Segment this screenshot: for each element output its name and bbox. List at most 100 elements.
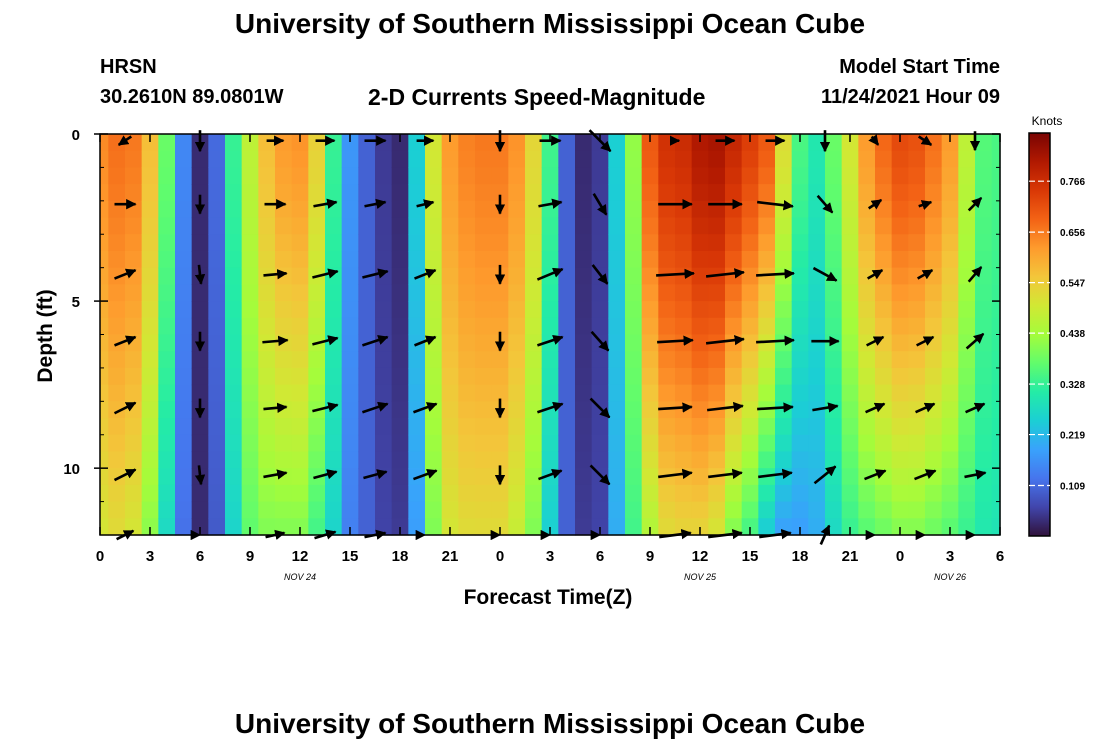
- heatmap-cell: [125, 250, 143, 269]
- heatmap-cell: [775, 501, 793, 519]
- heatmap-cell: [591, 518, 609, 536]
- heatmap-cell: [858, 317, 876, 336]
- heatmap-cell: [758, 434, 776, 453]
- current-vector: [757, 402, 794, 413]
- heatmap-cell: [625, 301, 643, 319]
- heatmap-cell: [125, 234, 143, 252]
- heatmap-cell: [325, 334, 343, 352]
- heatmap-cell: [241, 401, 259, 419]
- heatmap-cell: [291, 501, 309, 519]
- heatmap-cell: [108, 367, 126, 386]
- heatmap-cell: [725, 418, 743, 436]
- heatmap-cell: [358, 250, 376, 269]
- heatmap-cell: [225, 250, 243, 269]
- heatmap-cell: [441, 134, 459, 152]
- heatmap-cell: [508, 434, 526, 453]
- heatmap-cell: [325, 267, 343, 285]
- heatmap-cell: [225, 501, 243, 519]
- heatmap-cell: [358, 367, 376, 386]
- heatmap-cell: [975, 317, 993, 336]
- heatmap-cell: [441, 384, 459, 402]
- heatmap-cell: [675, 150, 693, 169]
- heatmap-cell: [908, 200, 926, 219]
- heatmap-cell: [841, 134, 859, 152]
- current-vector: [536, 401, 564, 414]
- heatmap-cell: [541, 301, 559, 319]
- current-vector: [813, 465, 837, 485]
- heatmap-cell: [508, 334, 526, 352]
- heatmap-cell: [341, 301, 359, 319]
- heatmap-cell: [391, 150, 409, 169]
- heatmap-cell: [191, 234, 209, 252]
- heatmap-cell: [541, 317, 559, 336]
- heatmap-cell: [958, 301, 976, 319]
- heatmap-cell: [441, 150, 459, 169]
- heatmap-cell: [241, 200, 259, 219]
- heatmap-cell: [125, 167, 143, 185]
- heatmap-cell: [258, 217, 276, 235]
- heatmap-cell: [541, 284, 559, 302]
- heatmap-cell: [475, 401, 493, 419]
- heatmap-cell: [191, 184, 209, 202]
- heatmap-cell: [208, 367, 226, 386]
- heatmap-cell: [908, 401, 926, 419]
- heatmap-cell: [408, 418, 426, 436]
- current-vector: [312, 268, 339, 279]
- current-vector: [914, 469, 937, 481]
- heatmap-cell: [858, 200, 876, 219]
- current-vector: [361, 401, 389, 414]
- heatmap-cell: [741, 234, 759, 252]
- heatmap-cell: [758, 501, 776, 519]
- heatmap-cell: [741, 468, 759, 486]
- heatmap-cell: [141, 468, 159, 486]
- heatmap-cell: [725, 451, 743, 469]
- heatmap-cell: [108, 518, 126, 536]
- heatmap-cell: [808, 434, 826, 453]
- heatmap-cell: [325, 384, 343, 402]
- heatmap-cell: [208, 451, 226, 469]
- heatmap-cell: [241, 367, 259, 386]
- heatmap-cell: [308, 418, 326, 436]
- heatmap-cell: [941, 184, 959, 202]
- heatmap-cell: [208, 200, 226, 219]
- heatmap-cell: [275, 267, 293, 285]
- heatmap-cell: [908, 384, 926, 402]
- heatmap-cell: [791, 418, 809, 436]
- heatmap-cell: [841, 418, 859, 436]
- heatmap-cell: [608, 167, 626, 185]
- heatmap-cell: [341, 434, 359, 453]
- heatmap-cell: [141, 200, 159, 219]
- heatmap-cell: [108, 250, 126, 269]
- heatmap-cell: [525, 317, 543, 336]
- heatmap-cell: [525, 250, 543, 269]
- heatmap-cell: [558, 384, 576, 402]
- heatmap-cell: [341, 284, 359, 302]
- heatmap-cell: [341, 167, 359, 185]
- heatmap-cell: [241, 468, 259, 486]
- heatmap-cell: [291, 434, 309, 453]
- heatmap-cell: [891, 367, 909, 386]
- heatmap-cell: [125, 484, 143, 503]
- heatmap-cell: [808, 134, 826, 152]
- heatmap-cell: [725, 484, 743, 503]
- heatmap-cell: [425, 134, 443, 152]
- heatmap-cell: [891, 250, 909, 269]
- heatmap-cell: [591, 317, 609, 336]
- heatmap-cell: [741, 317, 759, 336]
- heatmap-cell: [241, 250, 259, 269]
- heatmap-cell: [441, 184, 459, 202]
- heatmap-cell: [408, 217, 426, 235]
- heatmap-cell: [741, 150, 759, 169]
- heatmap-cell: [441, 334, 459, 352]
- heatmap-cell: [808, 484, 826, 503]
- heatmap-cell: [708, 217, 726, 235]
- heatmap-cell: [508, 317, 526, 336]
- heatmap-cell: [391, 351, 409, 369]
- heatmap-cell: [808, 200, 826, 219]
- heatmap-cell: [608, 434, 626, 453]
- heatmap-cell: [691, 267, 709, 285]
- heatmap-cell: [158, 484, 176, 503]
- heatmap-cell: [758, 134, 776, 152]
- heatmap-cell: [875, 284, 893, 302]
- heatmap-cell: [758, 150, 776, 169]
